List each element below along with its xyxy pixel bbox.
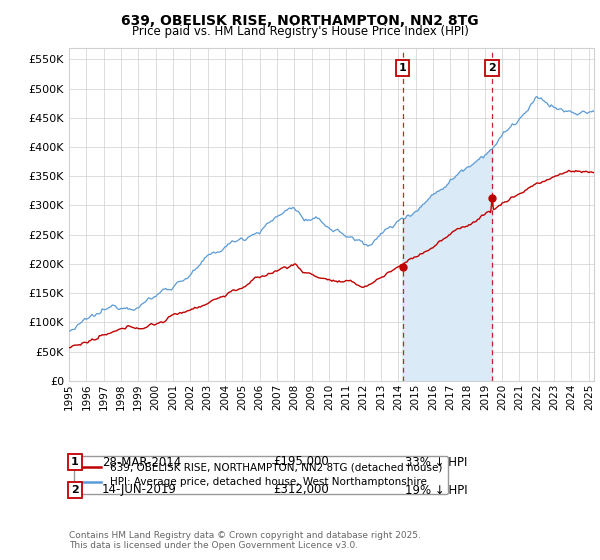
Text: £312,000: £312,000	[273, 483, 329, 497]
Legend: 639, OBELISK RISE, NORTHAMPTON, NN2 8TG (detached house), HPI: Average price, de: 639, OBELISK RISE, NORTHAMPTON, NN2 8TG …	[74, 456, 448, 494]
Text: 1: 1	[398, 63, 406, 73]
Text: 19% ↓ HPI: 19% ↓ HPI	[405, 483, 467, 497]
Text: 28-MAR-2014: 28-MAR-2014	[102, 455, 181, 469]
Text: 14-JUN-2019: 14-JUN-2019	[102, 483, 177, 497]
Text: £195,000: £195,000	[273, 455, 329, 469]
Text: Price paid vs. HM Land Registry's House Price Index (HPI): Price paid vs. HM Land Registry's House …	[131, 25, 469, 38]
Text: 2: 2	[71, 485, 79, 495]
Text: 639, OBELISK RISE, NORTHAMPTON, NN2 8TG: 639, OBELISK RISE, NORTHAMPTON, NN2 8TG	[121, 14, 479, 28]
Text: Contains HM Land Registry data © Crown copyright and database right 2025.
This d: Contains HM Land Registry data © Crown c…	[69, 530, 421, 550]
Text: 2: 2	[488, 63, 496, 73]
Text: 1: 1	[71, 457, 79, 467]
Text: 33% ↓ HPI: 33% ↓ HPI	[405, 455, 467, 469]
